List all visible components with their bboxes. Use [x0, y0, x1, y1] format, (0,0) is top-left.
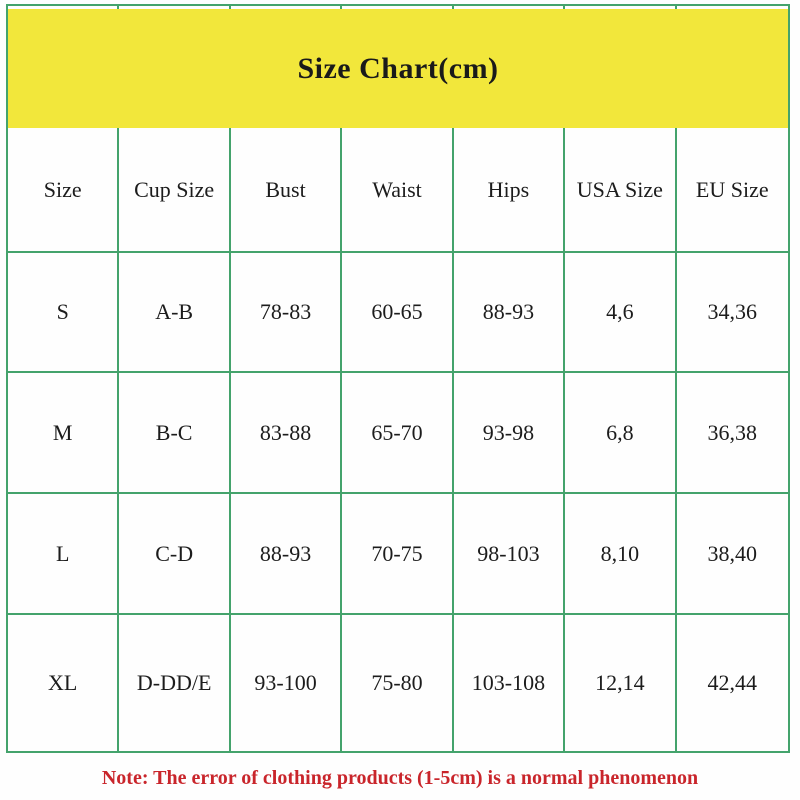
page-title: Size Chart(cm): [297, 51, 499, 85]
cell-waist-xl: 75-80: [342, 615, 454, 751]
title-band: Size Chart(cm): [8, 9, 788, 128]
cell-bust-l: 88-93: [230, 494, 343, 615]
cell-waist-s: 60-65: [342, 253, 454, 373]
cell-cup-l: C-D: [119, 494, 231, 615]
cell-eu-m: 36,38: [676, 373, 788, 494]
size-chart-note: Note: The error of clothing products (1-…: [101, 767, 699, 789]
column-header-bust: Bust: [230, 128, 343, 253]
cell-bust-s: 78-83: [230, 253, 343, 373]
cell-hips-l: 98-103: [453, 494, 566, 615]
column-header-eu-size: EU Size: [676, 128, 788, 253]
cell-usa-l: 8,10: [565, 494, 677, 615]
size-chart-table: Size Cup Size Bust Waist Hips USA Size E…: [6, 4, 790, 753]
cell-eu-s: 34,36: [676, 253, 788, 373]
cell-eu-xl: 42,44: [707, 670, 758, 695]
cell-bust-m: 83-88: [230, 373, 343, 494]
cell-hips-m: 93-98: [453, 373, 566, 494]
cell-hips-xl: 103-108: [454, 615, 566, 751]
cell-usa-s: 4,6: [565, 253, 677, 373]
cell-size-s: S: [8, 253, 120, 373]
column-header-cup-size: Cup Size: [119, 128, 231, 253]
column-header-waist: Waist: [342, 128, 454, 253]
cell-waist-l: 70-75: [342, 494, 454, 615]
cell-hips-s: 88-93: [453, 253, 566, 373]
cell-cup-m: B-C: [119, 373, 231, 494]
column-header-size: Size: [8, 128, 120, 253]
cell-usa-m: 6,8: [565, 373, 677, 494]
cell-size-l: L: [8, 494, 120, 615]
cell-bust-xl: 93-100: [231, 615, 343, 751]
cell-usa-xl: 12,14: [565, 615, 677, 751]
column-header-usa-size: USA Size: [565, 128, 677, 253]
cell-cup-xl: D-DD/E: [119, 615, 231, 751]
cell-cup-s: A-B: [119, 253, 231, 373]
cell-size-xl: XL: [8, 615, 120, 751]
cell-size-m: M: [8, 373, 120, 494]
cell-eu-l: 38,40: [676, 494, 788, 615]
cell-waist-m: 65-70: [342, 373, 454, 494]
column-header-hips: Hips: [453, 128, 566, 253]
